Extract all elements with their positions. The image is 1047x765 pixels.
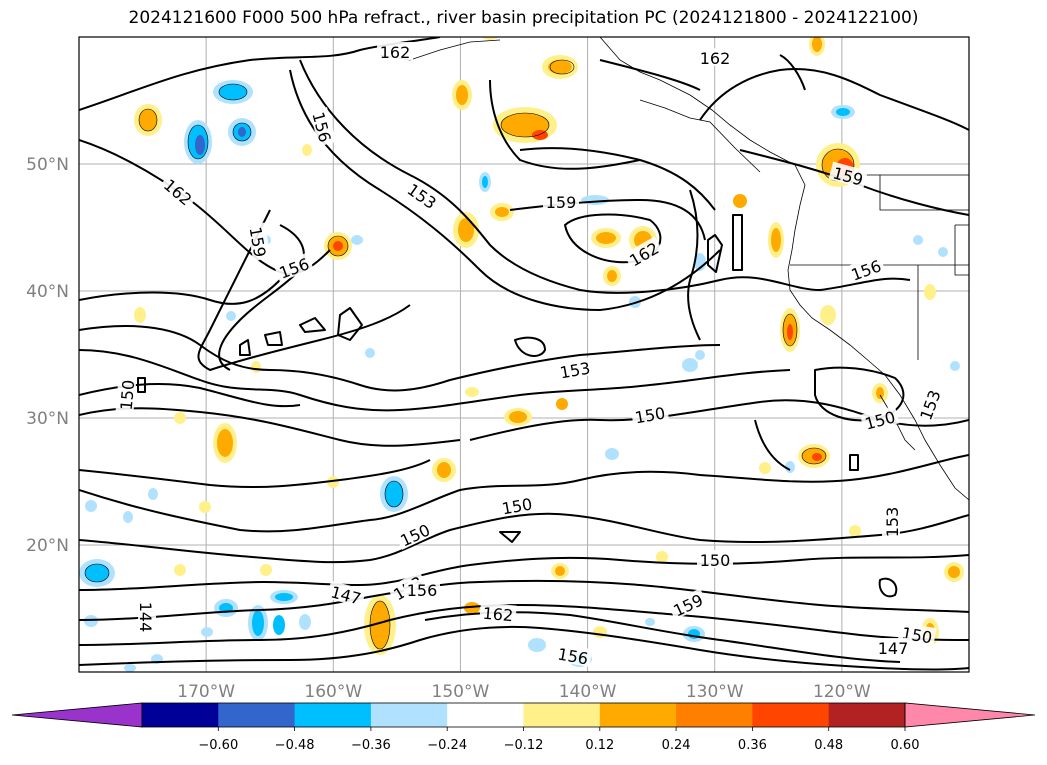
contour-label: 162: [700, 49, 731, 68]
contour-label: 144: [136, 602, 155, 633]
map-title: 2024121600 F000 500 hPa refract., river …: [128, 8, 919, 28]
colorbar-tick-label: 0.36: [738, 738, 767, 753]
colorbar-tick-label: 0.60: [891, 738, 920, 753]
colorbar-bin: [218, 703, 296, 727]
colorbar-extend-min: [11, 702, 143, 728]
lat-tick-label: 20°N: [26, 536, 69, 556]
colorbar-bin: [828, 703, 906, 727]
contour-label: 162: [482, 604, 514, 626]
colorbar-bin: [370, 703, 448, 727]
lon-tick-label: 160°W: [304, 682, 362, 702]
lon-tick-label: 120°W: [813, 682, 871, 702]
colorbar-tick-label: −0.24: [427, 738, 467, 753]
contour-label: 153: [883, 507, 902, 538]
refractivity-contours: [79, 37, 969, 671]
colorbar-bin: [599, 703, 677, 727]
lat-tick-label: 40°N: [26, 282, 69, 302]
lon-tick-label: 150°W: [432, 682, 490, 702]
colorbar-bin: [294, 703, 372, 727]
colorbar-tick-label: −0.36: [351, 738, 391, 753]
colorbar-tick-label: −0.60: [198, 738, 238, 753]
lon-tick-label: 170°W: [177, 682, 235, 702]
contour-label: 150: [700, 551, 731, 570]
latitude-axis: 50°N 40°N 30°N 20°N: [26, 155, 69, 556]
colorbar-bin: [676, 703, 753, 727]
colorbar-tick-label: −0.48: [275, 738, 315, 753]
colorbar-extend-max: [904, 702, 1036, 728]
colorbar-tick-label: 0.48: [814, 738, 843, 753]
lon-tick-label: 130°W: [686, 682, 744, 702]
lat-tick-label: 50°N: [26, 155, 69, 175]
lat-tick-label: 30°N: [26, 409, 69, 429]
contour-label: 156: [407, 581, 438, 600]
colorbar: −0.60 −0.48 −0.36 −0.24 −0.12 0.12 0.24 0.36 0.4…: [11, 702, 1036, 753]
contour-label: 159: [546, 193, 577, 212]
colorbar-bin: [447, 703, 524, 727]
colorbar-tick-label: 0.24: [662, 738, 691, 753]
colorbar-bin: [142, 703, 219, 727]
colorbar-bin: [752, 703, 830, 727]
colorbar-tick-label: −0.12: [504, 738, 544, 753]
contour-label: 150: [117, 379, 139, 411]
contour-label: 147: [878, 639, 909, 658]
precip-shading: [79, 37, 964, 672]
contour-label: 162: [380, 43, 411, 62]
colorbar-bin: [523, 703, 601, 727]
longitude-axis: 170°W 160°W 150°W 140°W 130°W 120°W: [177, 682, 871, 702]
colorbar-tick-label: 0.12: [585, 738, 614, 753]
lon-tick-label: 140°W: [559, 682, 617, 702]
